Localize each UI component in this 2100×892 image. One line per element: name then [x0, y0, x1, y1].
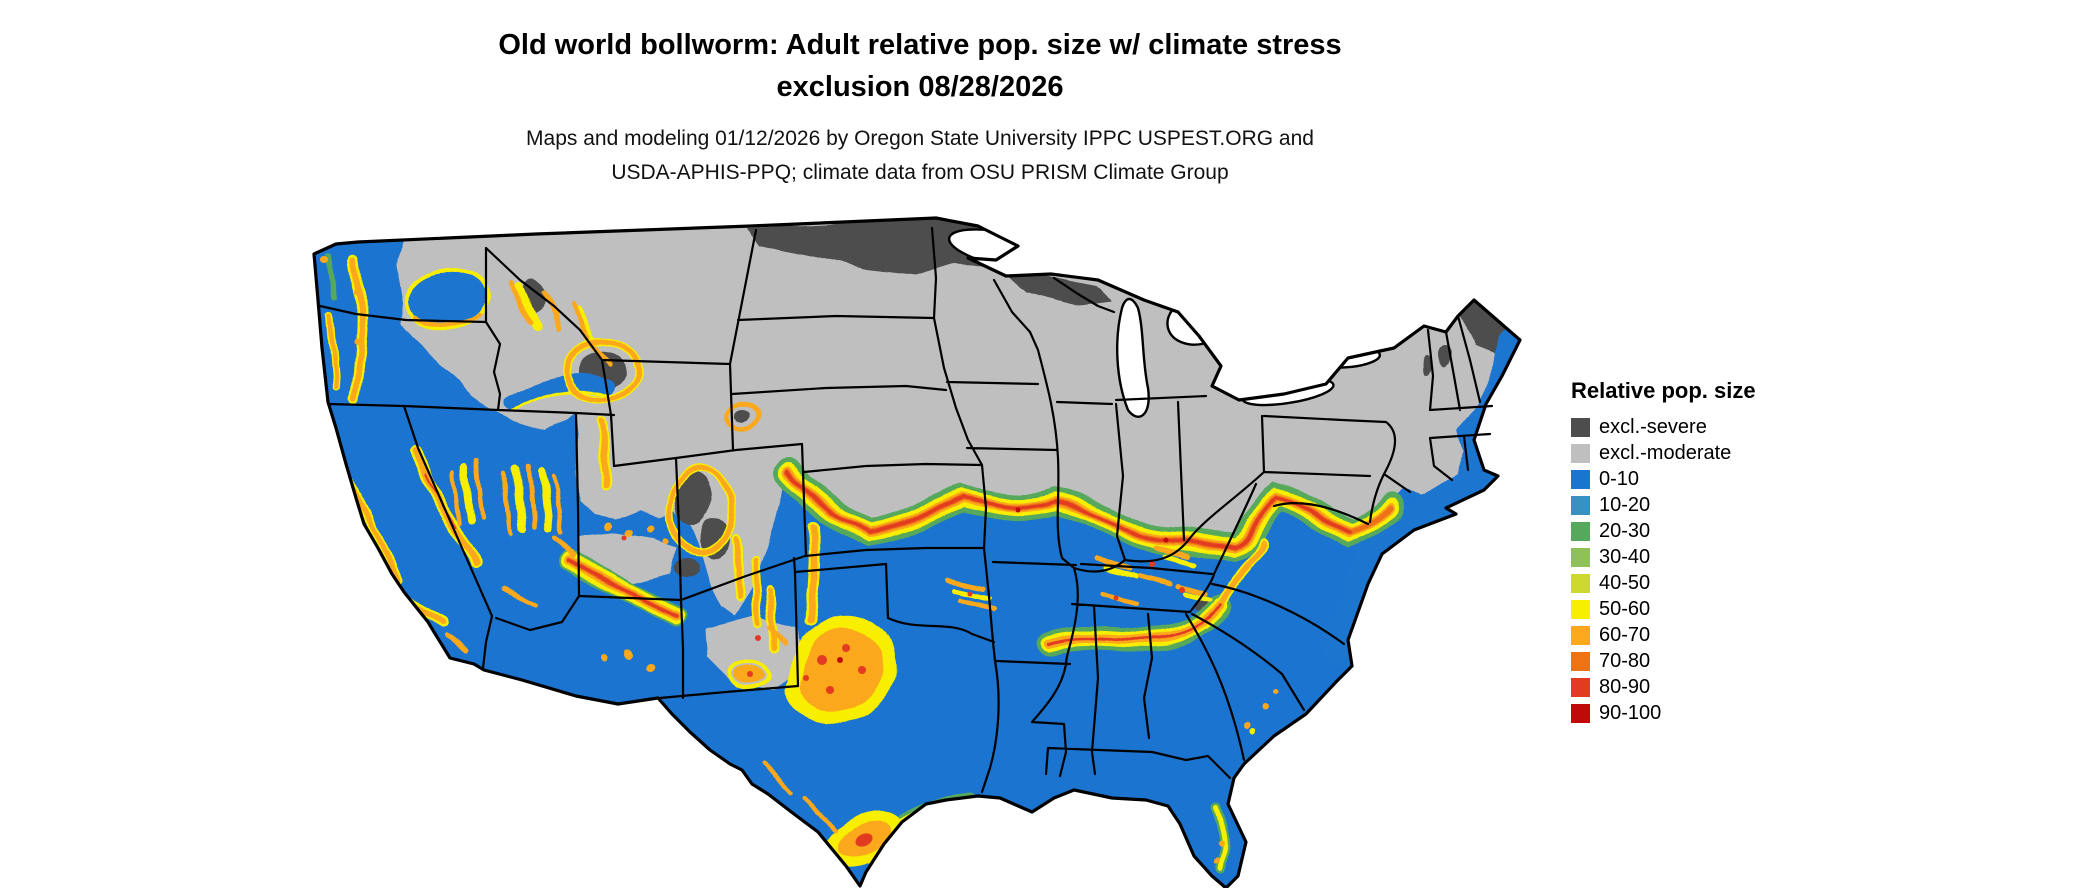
legend-item: 60-70: [1571, 622, 1756, 648]
legend-item-label: 0-10: [1599, 467, 1640, 490]
legend-item-label: 10-20: [1599, 493, 1651, 516]
legend-swatch-20-30: [1571, 521, 1590, 541]
legend-item: 90-100: [1571, 700, 1756, 726]
page-subtitle: Maps and modeling 01/12/2026 by Oregon S…: [0, 122, 1840, 190]
legend-item: 80-90: [1571, 674, 1756, 700]
us-map-svg: [312, 216, 1522, 888]
legend-item-label: 40-50: [1599, 571, 1651, 594]
page-title: Old world bollworm: Adult relative pop. …: [0, 24, 1840, 108]
legend-item: 20-30: [1571, 518, 1756, 544]
raster-darkred-spots: [837, 507, 1169, 663]
legend-item-label: 60-70: [1599, 623, 1651, 646]
legend-swatch-70-80: [1571, 651, 1590, 671]
us-outline: [312, 216, 1522, 888]
raster-warm-fills-orange: [322, 256, 1279, 863]
legend-item: 0-10: [1571, 466, 1756, 492]
legend-item-label: 20-30: [1599, 519, 1651, 542]
legend-swatch-60-70: [1571, 625, 1590, 645]
legend-item-label: 90-100: [1599, 701, 1662, 724]
legend-item: excl.-moderate: [1571, 440, 1756, 466]
legend-item: 70-80: [1571, 648, 1756, 674]
legend-item: 10-20: [1571, 492, 1756, 518]
legend-item-label: excl.-moderate: [1599, 441, 1732, 464]
legend-swatch-30-40: [1571, 547, 1590, 567]
legend-item-label: 50-60: [1599, 597, 1651, 620]
raster-red-spots: [621, 535, 1185, 847]
subtitle-line-2: USDA-APHIS-PPQ; climate data from OSU PR…: [611, 161, 1229, 184]
legend-item: 30-40: [1571, 544, 1756, 570]
title-line-1: Old world bollworm: Adult relative pop. …: [498, 29, 1342, 61]
legend-swatch-90-100: [1571, 703, 1590, 723]
us-map: [305, 208, 1527, 888]
legend-title: Relative pop. size: [1571, 378, 1756, 403]
legend-item: excl.-severe: [1571, 414, 1756, 440]
subtitle-line-1: Maps and modeling 01/12/2026 by Oregon S…: [526, 127, 1314, 150]
legend-item-label: 30-40: [1599, 545, 1651, 568]
legend: Relative pop. size excl.-severe excl.-mo…: [1571, 378, 1756, 726]
title-line-2: exclusion 08/28/2026: [776, 71, 1064, 103]
legend-item-label: excl.-severe: [1599, 415, 1707, 438]
lake-michigan: [1116, 297, 1150, 418]
legend-item-label: 80-90: [1599, 675, 1651, 698]
legend-swatch-50-60: [1571, 599, 1590, 619]
legend-swatch-excl-moderate: [1571, 443, 1590, 463]
legend-swatch-10-20: [1571, 495, 1590, 515]
legend-item: 40-50: [1571, 570, 1756, 596]
state-borders: [318, 226, 1494, 794]
legend-swatch-80-90: [1571, 677, 1590, 697]
title-block: Old world bollworm: Adult relative pop. …: [0, 24, 1840, 190]
legend-swatch-0-10: [1571, 469, 1590, 489]
raster-blue-pockets: [410, 273, 486, 327]
legend-swatch-40-50: [1571, 573, 1590, 593]
legend-item: 50-60: [1571, 596, 1756, 622]
legend-item-label: 70-80: [1599, 649, 1651, 672]
legend-swatch-excl-severe: [1571, 417, 1590, 437]
